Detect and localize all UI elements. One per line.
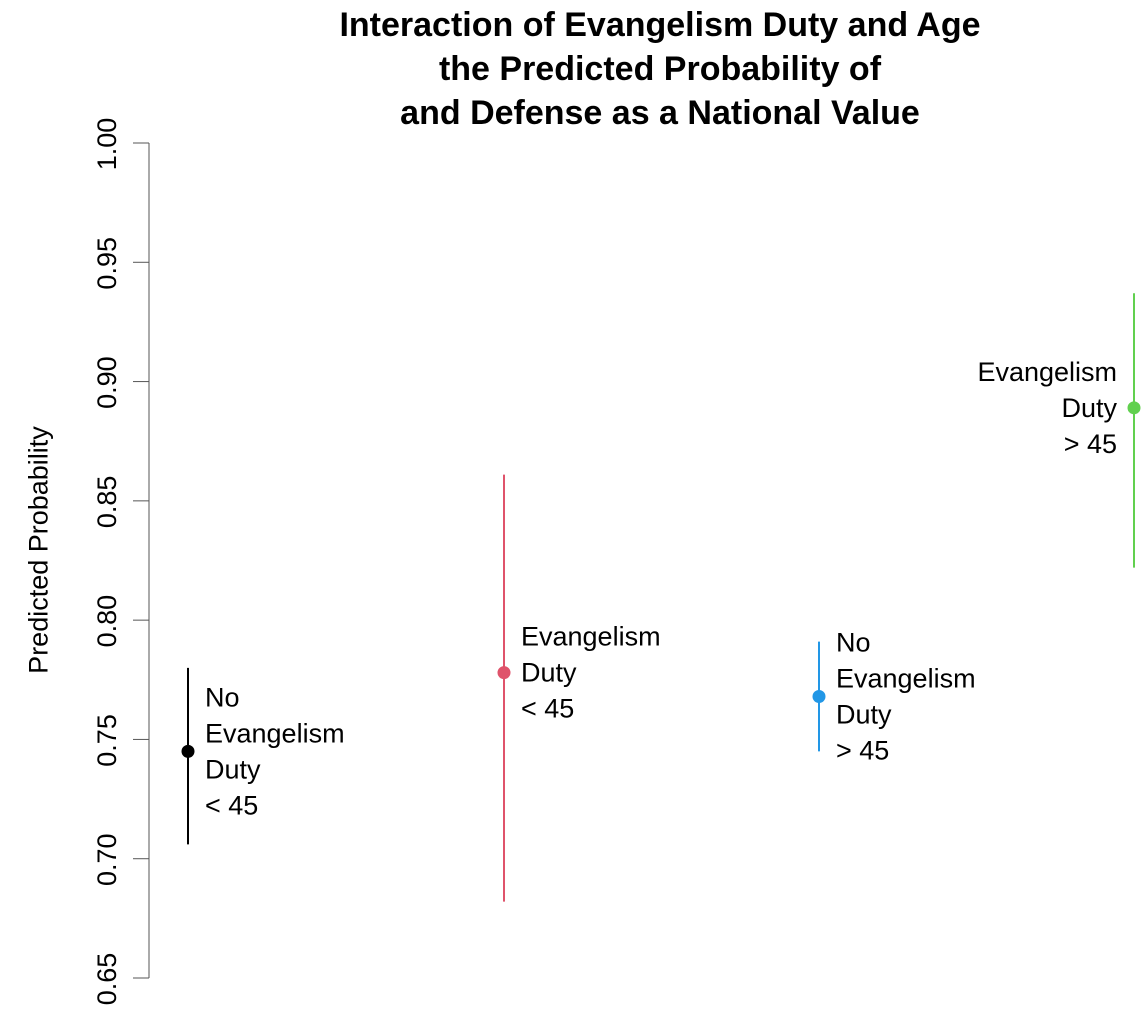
point-group-1: No Evangelism Duty < 45	[181, 667, 345, 845]
point-label-2-line-1: Evangelism	[521, 622, 661, 652]
point-group-2: Evangelism Duty < 45	[497, 474, 661, 902]
y-tick-label-3: 0.80	[92, 595, 122, 648]
point-marker-2	[497, 666, 511, 680]
point-label-1-line-4: < 45	[205, 790, 258, 820]
point-label-1: No Evangelism Duty < 45	[205, 682, 345, 820]
point-label-4: Evangelism Duty > 45	[977, 357, 1117, 459]
y-tick-label-4: 0.85	[92, 476, 122, 529]
point-label-3-line-3: Duty	[836, 699, 892, 729]
chart-title-line-3: and Defense as a National Value	[400, 94, 920, 132]
point-label-1-line-3: Duty	[205, 754, 261, 784]
point-label-4-line-3: > 45	[1064, 429, 1117, 459]
point-label-2-line-3: < 45	[521, 694, 574, 724]
chart-title-line-2: the Predicted Probability of	[438, 50, 882, 88]
y-tick-label-2: 0.75	[92, 714, 122, 767]
y-tick-label-0: 0.65	[92, 953, 122, 1006]
point-label-3-line-4: > 45	[836, 735, 889, 765]
point-label-4-line-1: Evangelism	[977, 357, 1117, 387]
y-tick-label-6: 0.95	[92, 237, 122, 290]
point-marker-3	[812, 689, 826, 703]
point-label-3-line-1: No	[836, 627, 871, 657]
y-axis: 0.65 0.70 0.75 0.80 0.85 0.90 0.95 1.00	[92, 118, 150, 1006]
point-label-1-line-1: No	[205, 682, 240, 712]
point-label-4-line-2: Duty	[1061, 393, 1117, 423]
point-label-2-line-2: Duty	[521, 658, 577, 688]
y-tick-label-5: 0.90	[92, 356, 122, 409]
point-label-3-line-2: Evangelism	[836, 663, 976, 693]
y-tick-label-7: 1.00	[92, 118, 122, 171]
point-label-3: No Evangelism Duty > 45	[836, 627, 976, 765]
point-group-3: No Evangelism Duty > 45	[812, 627, 976, 765]
chart-title-line-1: Interaction of Evangelism Duty and Age	[339, 6, 981, 44]
point-marker-4	[1127, 401, 1141, 415]
y-tick-label-1: 0.70	[92, 833, 122, 886]
point-label-1-line-2: Evangelism	[205, 718, 345, 748]
point-label-2: Evangelism Duty < 45	[521, 622, 661, 724]
point-marker-1	[181, 744, 195, 758]
point-group-4: Evangelism Duty > 45	[977, 293, 1141, 568]
